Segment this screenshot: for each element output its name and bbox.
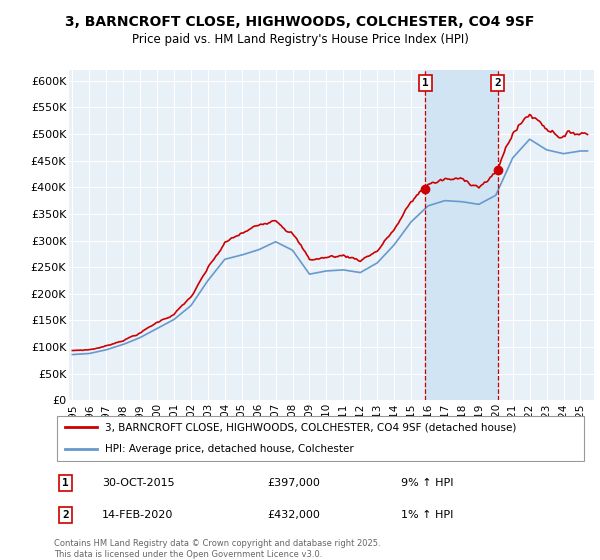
FancyBboxPatch shape [56,416,584,461]
Text: £432,000: £432,000 [268,510,320,520]
Text: HPI: Average price, detached house, Colchester: HPI: Average price, detached house, Colc… [105,444,353,454]
Bar [425,70,498,400]
Text: 1: 1 [62,478,69,488]
Text: 30-OCT-2015: 30-OCT-2015 [102,478,175,488]
Text: 1% ↑ HPI: 1% ↑ HPI [401,510,454,520]
Text: 3, BARNCROFT CLOSE, HIGHWOODS, COLCHESTER, CO4 9SF: 3, BARNCROFT CLOSE, HIGHWOODS, COLCHESTE… [65,15,535,29]
Text: £397,000: £397,000 [268,478,320,488]
Text: 1: 1 [422,78,428,88]
Text: 2: 2 [62,510,69,520]
Text: Contains HM Land Registry data © Crown copyright and database right 2025.
This d: Contains HM Land Registry data © Crown c… [54,539,380,559]
Text: 3, BARNCROFT CLOSE, HIGHWOODS, COLCHESTER, CO4 9SF (detached house): 3, BARNCROFT CLOSE, HIGHWOODS, COLCHESTE… [105,422,516,432]
Text: 2: 2 [494,78,501,88]
Text: 14-FEB-2020: 14-FEB-2020 [102,510,173,520]
Text: 9% ↑ HPI: 9% ↑ HPI [401,478,454,488]
Text: Price paid vs. HM Land Registry's House Price Index (HPI): Price paid vs. HM Land Registry's House … [131,32,469,46]
